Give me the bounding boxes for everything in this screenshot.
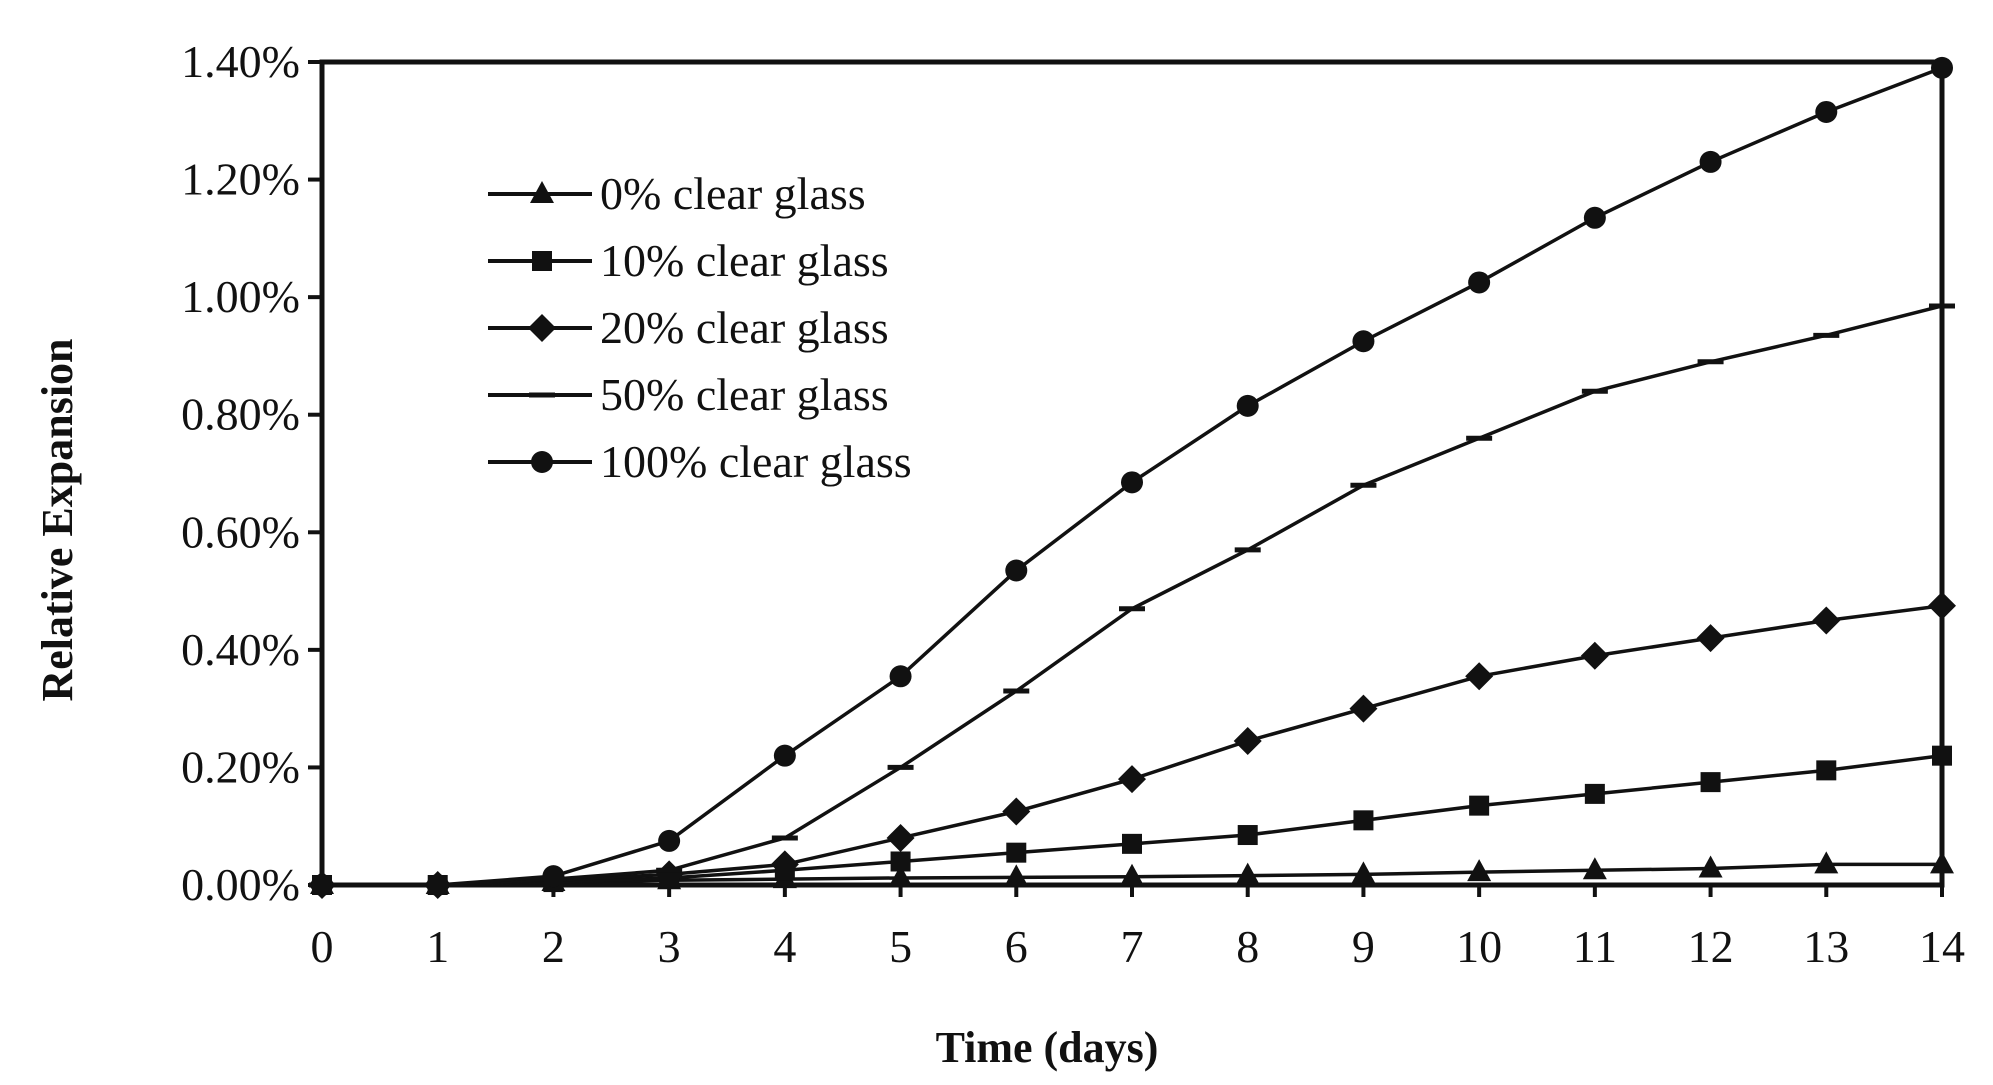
data-point xyxy=(1468,271,1491,294)
y-tick-label: 0.40% xyxy=(181,624,300,675)
data-point xyxy=(773,744,796,767)
x-tick-label: 3 xyxy=(658,921,681,972)
data-point xyxy=(1812,606,1841,635)
data-point xyxy=(1349,694,1378,723)
x-tick-label: 11 xyxy=(1573,921,1617,972)
legend-item: 0% clear glass xyxy=(488,168,866,219)
legend-marker xyxy=(531,451,553,473)
data-point xyxy=(1122,833,1142,854)
data-point xyxy=(1233,726,1262,755)
legend-label: 100% clear glass xyxy=(600,436,912,487)
data-point xyxy=(1816,760,1837,781)
y-tick-label: 1.40% xyxy=(181,36,300,87)
data-point xyxy=(1700,772,1721,793)
data-point xyxy=(1002,797,1031,826)
series-circle xyxy=(311,56,1953,896)
legend-item: 10% clear glass xyxy=(488,235,889,286)
x-tick-label: 5 xyxy=(889,921,912,972)
x-tick-label: 7 xyxy=(1121,921,1144,972)
y-tick-label: 1.00% xyxy=(181,271,300,322)
data-point xyxy=(1352,330,1375,353)
data-point xyxy=(1120,863,1144,886)
x-axis-title: Time (days) xyxy=(936,1023,1159,1072)
data-point xyxy=(1351,861,1376,884)
series-dash xyxy=(309,303,1955,888)
y-tick-label: 0.80% xyxy=(181,389,300,440)
x-axis-ticks: 0 1 2 3 4 5 6 7 8 9 10 11 12 13 14 xyxy=(311,885,1965,972)
y-axis-ticks: 0.00% 0.20% 0.40% 0.60% 0.80% 1.00% 1.20% 1.40% xyxy=(181,36,322,910)
data-point xyxy=(1467,859,1492,882)
data-point xyxy=(770,850,799,879)
y-axis-title: Relative Expansion xyxy=(33,338,82,701)
data-point xyxy=(1121,471,1143,494)
data-point xyxy=(1815,100,1838,123)
x-tick-label: 13 xyxy=(1803,921,1849,972)
data-point xyxy=(1932,745,1952,766)
data-point xyxy=(1235,862,1260,885)
x-tick-label: 0 xyxy=(311,921,334,972)
data-point xyxy=(889,665,912,688)
x-tick-label: 6 xyxy=(1005,921,1028,972)
legend-label: 0% clear glass xyxy=(600,168,866,219)
legend-item: 100% clear glass xyxy=(488,436,912,487)
data-point xyxy=(1469,795,1490,816)
x-tick-label: 2 xyxy=(542,921,565,972)
data-point xyxy=(1814,851,1839,874)
data-point xyxy=(426,874,449,896)
data-point xyxy=(1004,864,1029,887)
data-point xyxy=(1696,624,1725,653)
data-point xyxy=(311,874,333,896)
data-point xyxy=(1931,56,1953,79)
legend-item: 50% clear glass xyxy=(488,369,889,420)
x-tick-label: 14 xyxy=(1919,921,1965,972)
y-tick-label: 0.00% xyxy=(181,859,300,910)
data-point xyxy=(1465,662,1494,691)
data-point xyxy=(542,865,565,888)
data-point xyxy=(1583,206,1606,229)
data-point xyxy=(1006,842,1027,863)
data-point xyxy=(1580,641,1609,670)
data-point xyxy=(888,864,913,887)
y-tick-label: 0.20% xyxy=(181,741,300,792)
data-point xyxy=(1928,591,1956,620)
data-point xyxy=(1237,825,1258,846)
y-tick-label: 0.60% xyxy=(181,506,300,557)
data-point xyxy=(1699,150,1722,173)
data-point xyxy=(1582,857,1607,880)
x-tick-label: 1 xyxy=(426,921,449,972)
x-tick-label: 4 xyxy=(773,921,796,972)
legend-label: 10% clear glass xyxy=(600,235,889,286)
data-point xyxy=(1005,559,1028,582)
series-line xyxy=(322,304,1943,887)
x-tick-label: 8 xyxy=(1236,921,1259,972)
legend-marker xyxy=(530,181,554,203)
data-point xyxy=(658,829,681,852)
y-tick-label: 1.20% xyxy=(181,154,300,205)
legend-label: 20% clear glass xyxy=(600,302,889,353)
legend-item: 20% clear glass xyxy=(488,302,889,353)
data-point xyxy=(1236,394,1259,417)
legend-marker xyxy=(528,314,556,342)
data-point xyxy=(1118,765,1146,794)
data-point xyxy=(886,823,915,852)
legend-marker xyxy=(532,251,552,271)
data-point xyxy=(890,851,911,872)
data-point xyxy=(1930,851,1954,874)
x-tick-label: 12 xyxy=(1688,921,1734,972)
x-tick-label: 9 xyxy=(1352,921,1375,972)
legend: 0% clear glass 10% clear glass 20% clear g… xyxy=(488,168,912,487)
data-point xyxy=(1353,810,1374,831)
data-point xyxy=(1698,855,1723,878)
x-tick-label: 10 xyxy=(1456,921,1502,972)
series-group xyxy=(308,56,1956,899)
data-point xyxy=(1584,783,1605,804)
legend-label: 50% clear glass xyxy=(600,369,889,420)
